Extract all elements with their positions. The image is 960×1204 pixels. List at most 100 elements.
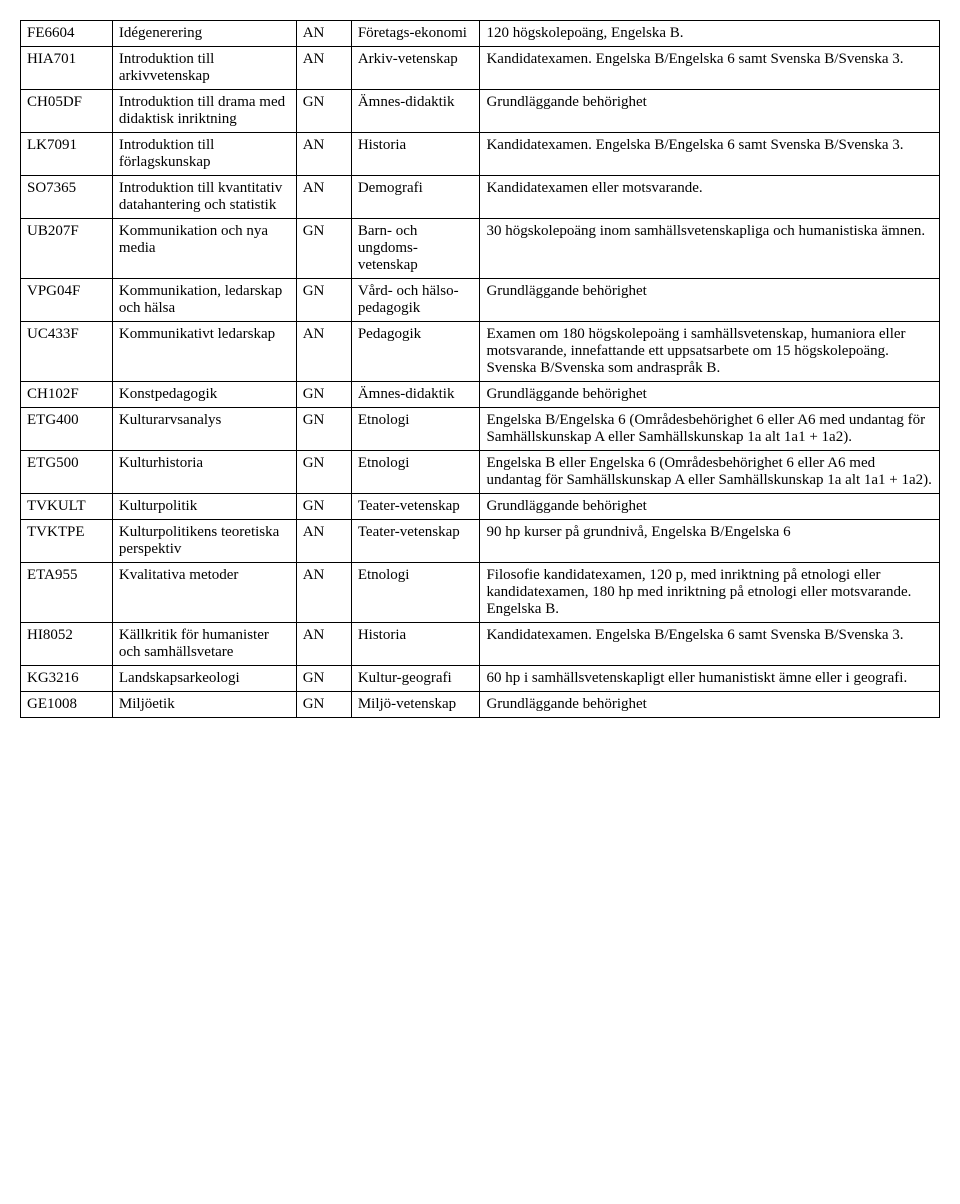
- table-cell: TVKULT: [21, 494, 113, 520]
- table-cell: AN: [296, 623, 351, 666]
- table-cell: Kvalitativa metoder: [112, 563, 296, 623]
- table-cell: Grundläggande behörighet: [480, 494, 940, 520]
- table-cell: GN: [296, 382, 351, 408]
- table-cell: AN: [296, 322, 351, 382]
- table-cell: Kulturpolitikens teoretiska perspektiv: [112, 520, 296, 563]
- table-cell: Ämnes-didaktik: [351, 90, 480, 133]
- table-cell: LK7091: [21, 133, 113, 176]
- table-cell: 60 hp i samhällsvetenskapligt eller huma…: [480, 666, 940, 692]
- table-row: LK7091Introduktion till förlagskunskapAN…: [21, 133, 940, 176]
- table-cell: Kommunikation, ledarskap och hälsa: [112, 279, 296, 322]
- table-cell: FE6604: [21, 21, 113, 47]
- table-row: HIA701Introduktion till arkivvetenskapAN…: [21, 47, 940, 90]
- table-cell: GN: [296, 408, 351, 451]
- table-row: ETA955Kvalitativa metoderANEtnologiFilos…: [21, 563, 940, 623]
- table-cell: 120 högskolepoäng, Engelska B.: [480, 21, 940, 47]
- table-cell: GN: [296, 279, 351, 322]
- table-row: HI8052Källkritik för humanister och samh…: [21, 623, 940, 666]
- table-cell: Grundläggande behörighet: [480, 692, 940, 718]
- table-cell: AN: [296, 176, 351, 219]
- table-cell: ETG500: [21, 451, 113, 494]
- table-cell: HI8052: [21, 623, 113, 666]
- table-cell: UB207F: [21, 219, 113, 279]
- table-cell: Kulturarvsanalys: [112, 408, 296, 451]
- table-cell: Engelska B eller Engelska 6 (Områdesbehö…: [480, 451, 940, 494]
- table-cell: ETG400: [21, 408, 113, 451]
- table-cell: Teater-vetenskap: [351, 494, 480, 520]
- table-cell: Vård- och hälso-pedagogik: [351, 279, 480, 322]
- table-cell: 90 hp kurser på grundnivå, Engelska B/En…: [480, 520, 940, 563]
- table-cell: Miljö-vetenskap: [351, 692, 480, 718]
- table-row: SO7365Introduktion till kvantitativ data…: [21, 176, 940, 219]
- table-cell: GN: [296, 90, 351, 133]
- table-cell: Kandidatexamen. Engelska B/Engelska 6 sa…: [480, 47, 940, 90]
- table-row: CH05DFIntroduktion till drama med didakt…: [21, 90, 940, 133]
- table-row: VPG04FKommunikation, ledarskap och hälsa…: [21, 279, 940, 322]
- table-cell: Miljöetik: [112, 692, 296, 718]
- table-cell: Idégenerering: [112, 21, 296, 47]
- table-cell: TVKTPE: [21, 520, 113, 563]
- table-row: CH102FKonstpedagogikGNÄmnes-didaktikGrun…: [21, 382, 940, 408]
- table-cell: Introduktion till arkivvetenskap: [112, 47, 296, 90]
- table-row: ETG400KulturarvsanalysGNEtnologiEngelska…: [21, 408, 940, 451]
- table-row: UB207FKommunikation och nya mediaGNBarn-…: [21, 219, 940, 279]
- table-cell: ETA955: [21, 563, 113, 623]
- table-cell: CH102F: [21, 382, 113, 408]
- table-cell: Kandidatexamen eller motsvarande.: [480, 176, 940, 219]
- table-cell: Demografi: [351, 176, 480, 219]
- table-cell: Introduktion till kvantitativ datahanter…: [112, 176, 296, 219]
- table-cell: Barn- och ungdoms-vetenskap: [351, 219, 480, 279]
- table-cell: CH05DF: [21, 90, 113, 133]
- table-cell: SO7365: [21, 176, 113, 219]
- table-cell: Pedagogik: [351, 322, 480, 382]
- table-cell: Kulturpolitik: [112, 494, 296, 520]
- table-cell: Etnologi: [351, 408, 480, 451]
- table-cell: UC433F: [21, 322, 113, 382]
- table-cell: AN: [296, 21, 351, 47]
- table-cell: Grundläggande behörighet: [480, 90, 940, 133]
- table-cell: Filosofie kandidatexamen, 120 p, med inr…: [480, 563, 940, 623]
- table-cell: Kommunikativt ledarskap: [112, 322, 296, 382]
- table-cell: Landskapsarkeologi: [112, 666, 296, 692]
- table-cell: Examen om 180 högskolepoäng i samhällsve…: [480, 322, 940, 382]
- table-cell: Ämnes-didaktik: [351, 382, 480, 408]
- table-cell: KG3216: [21, 666, 113, 692]
- table-row: ETG500KulturhistoriaGNEtnologiEngelska B…: [21, 451, 940, 494]
- table-cell: Historia: [351, 623, 480, 666]
- table-cell: Engelska B/Engelska 6 (Områdesbehörighet…: [480, 408, 940, 451]
- course-table: FE6604IdégenereringANFöretags-ekonomi120…: [20, 20, 940, 718]
- table-row: UC433FKommunikativt ledarskapANPedagogik…: [21, 322, 940, 382]
- table-cell: GN: [296, 666, 351, 692]
- table-cell: VPG04F: [21, 279, 113, 322]
- table-cell: Etnologi: [351, 451, 480, 494]
- table-cell: GN: [296, 219, 351, 279]
- table-cell: AN: [296, 520, 351, 563]
- table-cell: Introduktion till drama med didaktisk in…: [112, 90, 296, 133]
- table-cell: GN: [296, 494, 351, 520]
- table-cell: GN: [296, 451, 351, 494]
- table-cell: Historia: [351, 133, 480, 176]
- table-cell: Kandidatexamen. Engelska B/Engelska 6 sa…: [480, 133, 940, 176]
- table-cell: Kulturhistoria: [112, 451, 296, 494]
- table-row: GE1008MiljöetikGNMiljö-vetenskapGrundläg…: [21, 692, 940, 718]
- table-cell: Kultur-geografi: [351, 666, 480, 692]
- table-cell: Kandidatexamen. Engelska B/Engelska 6 sa…: [480, 623, 940, 666]
- table-cell: GE1008: [21, 692, 113, 718]
- table-row: FE6604IdégenereringANFöretags-ekonomi120…: [21, 21, 940, 47]
- table-cell: AN: [296, 133, 351, 176]
- table-cell: 30 högskolepoäng inom samhällsvetenskapl…: [480, 219, 940, 279]
- table-row: TVKTPEKulturpolitikens teoretiska perspe…: [21, 520, 940, 563]
- table-cell: Företags-ekonomi: [351, 21, 480, 47]
- table-cell: Konstpedagogik: [112, 382, 296, 408]
- table-cell: Källkritik för humanister och samhällsve…: [112, 623, 296, 666]
- table-cell: AN: [296, 563, 351, 623]
- table-row: TVKULTKulturpolitikGNTeater-vetenskapGru…: [21, 494, 940, 520]
- table-cell: Arkiv-vetenskap: [351, 47, 480, 90]
- table-cell: Grundläggande behörighet: [480, 279, 940, 322]
- table-cell: Introduktion till förlagskunskap: [112, 133, 296, 176]
- table-cell: Teater-vetenskap: [351, 520, 480, 563]
- table-cell: HIA701: [21, 47, 113, 90]
- table-cell: Grundläggande behörighet: [480, 382, 940, 408]
- table-cell: Etnologi: [351, 563, 480, 623]
- table-cell: AN: [296, 47, 351, 90]
